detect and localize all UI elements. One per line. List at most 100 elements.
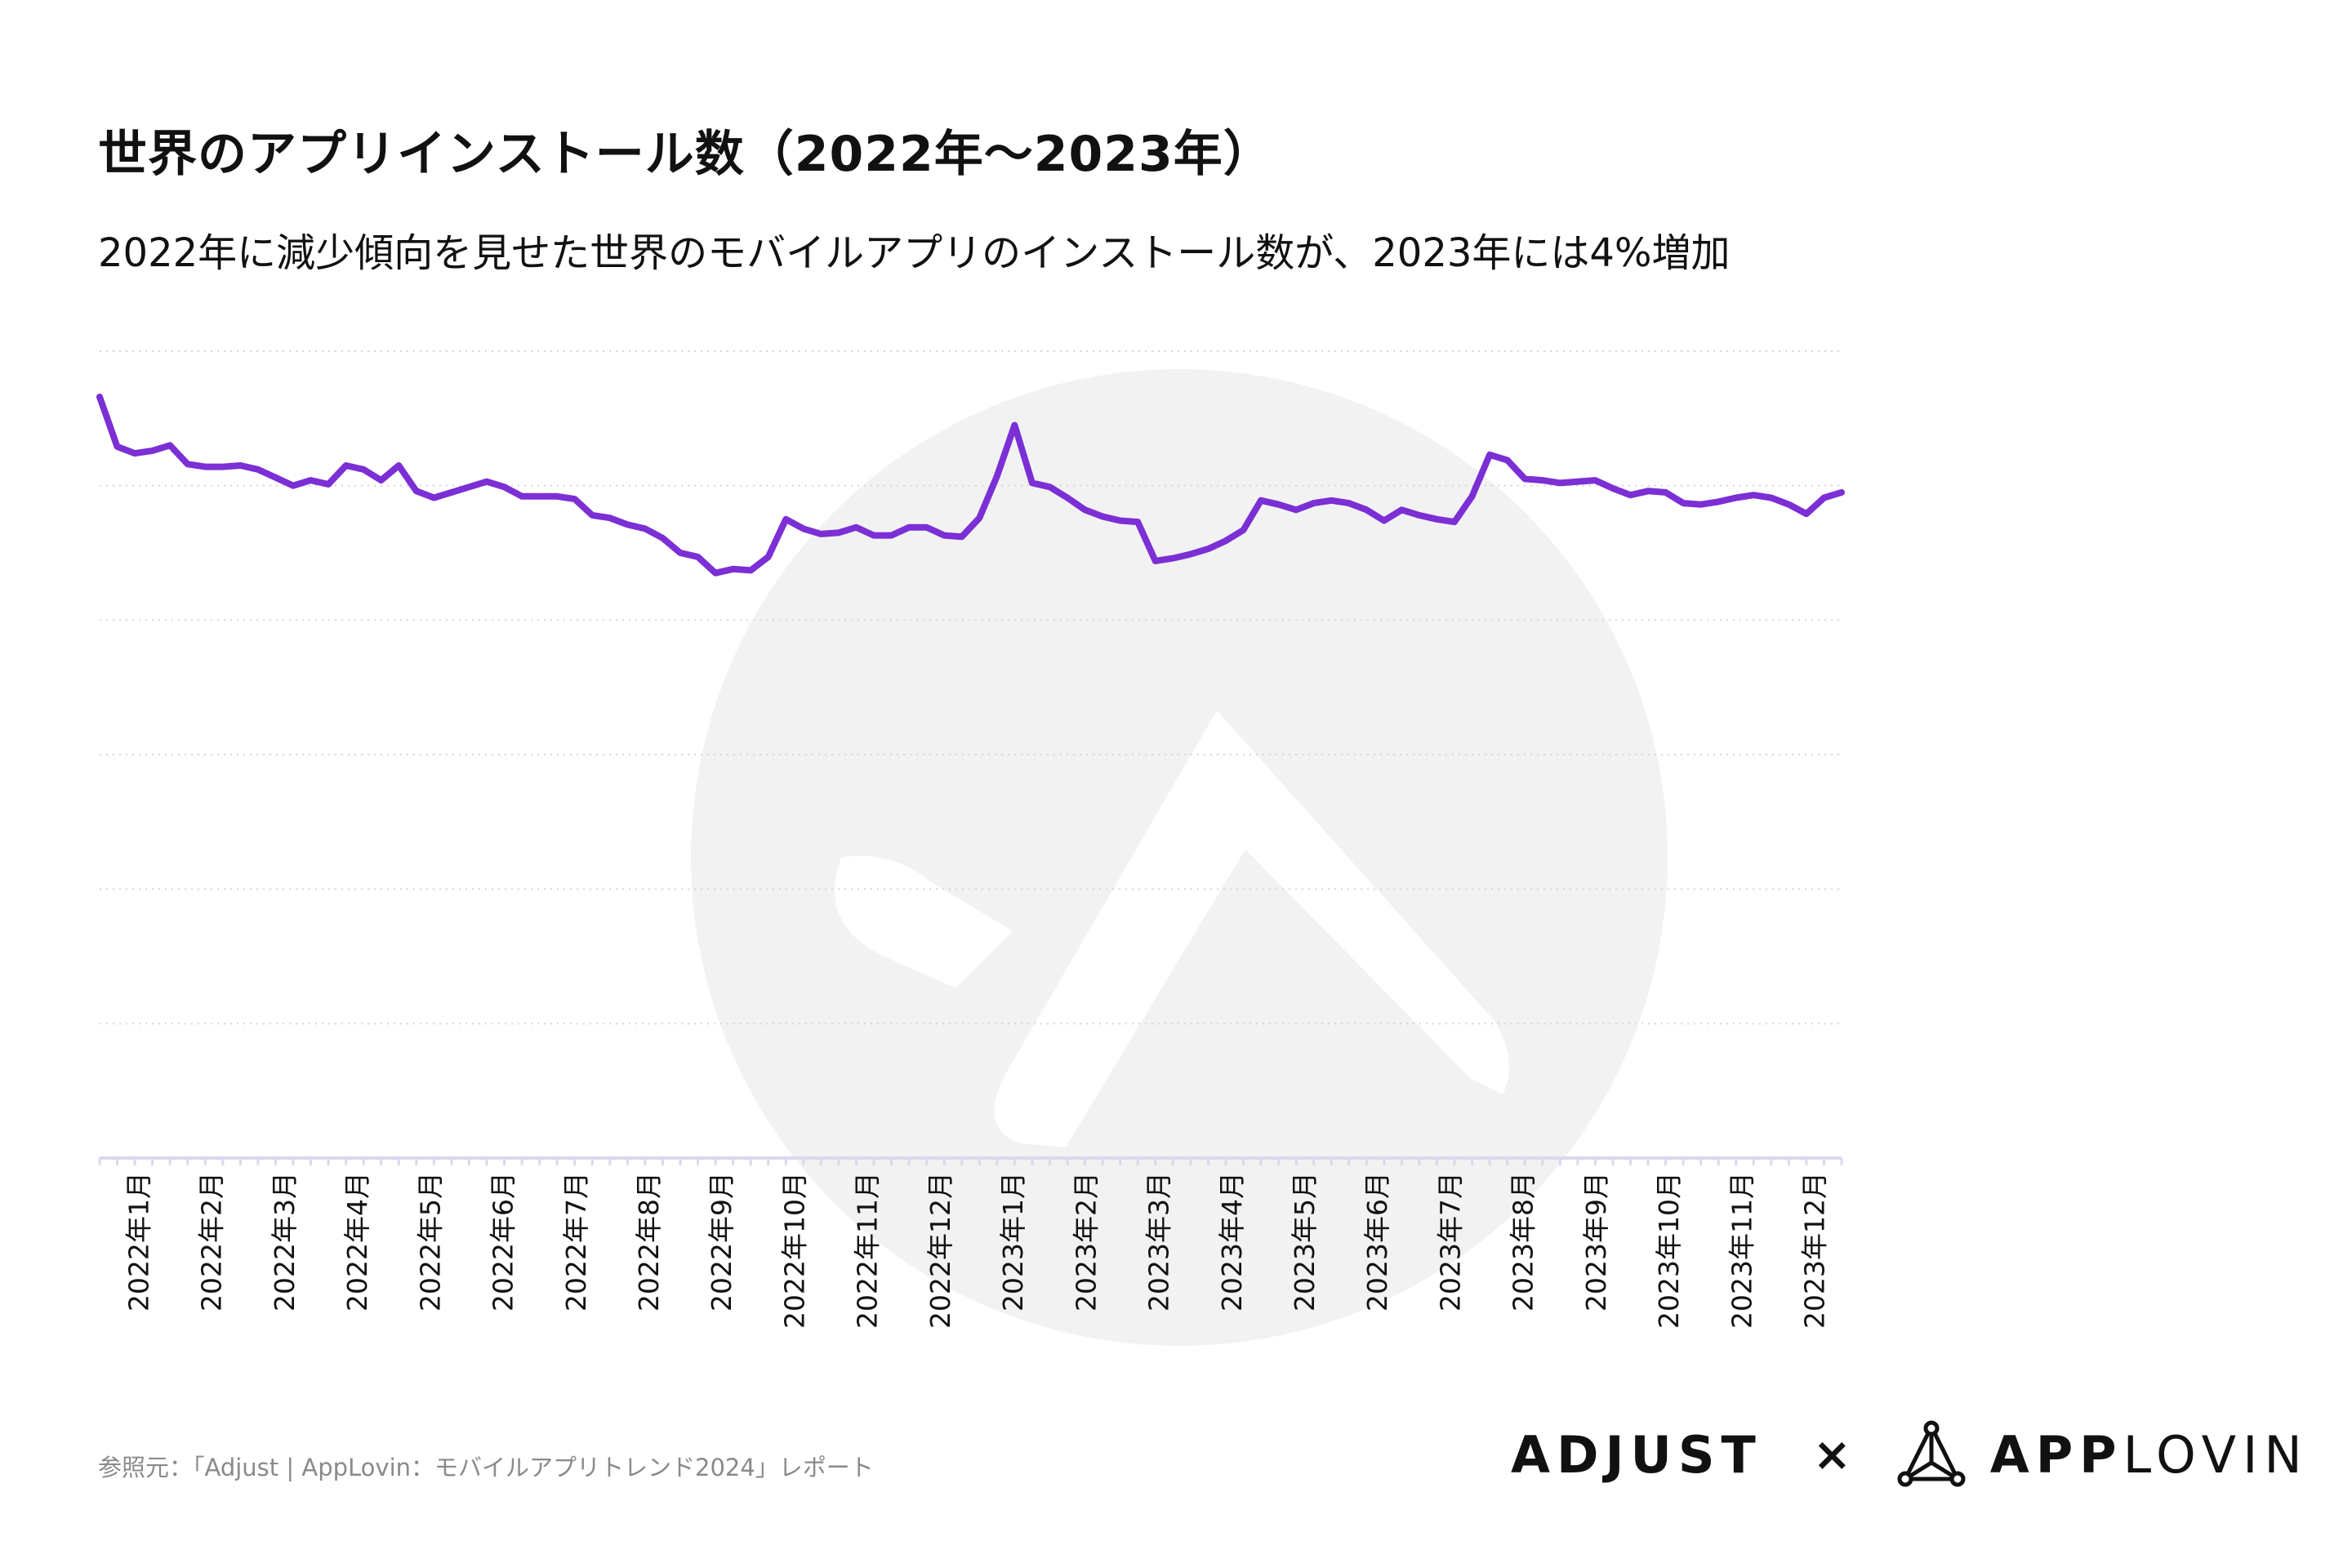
data-point bbox=[642, 526, 648, 532]
data-point bbox=[1311, 501, 1316, 506]
data-point bbox=[396, 462, 402, 468]
chart-title: 世界のアプリインストール数（2022年〜2023年） bbox=[98, 126, 1273, 183]
x-tick-label: 2022年6月 bbox=[488, 1172, 519, 1312]
series-group bbox=[96, 394, 1845, 577]
x-tick-label: 2022年7月 bbox=[560, 1172, 592, 1312]
data-point bbox=[590, 512, 595, 518]
data-point bbox=[1029, 480, 1035, 486]
data-point bbox=[818, 531, 824, 537]
data-point bbox=[1152, 558, 1158, 564]
data-point bbox=[1786, 501, 1792, 507]
data-point bbox=[730, 566, 736, 572]
data-point bbox=[1821, 495, 1827, 501]
data-point bbox=[1592, 478, 1598, 483]
data-point bbox=[149, 448, 155, 453]
data-point bbox=[1399, 507, 1405, 513]
x-tick-label: 2023年11月 bbox=[1726, 1172, 1757, 1329]
x-tick-label: 2022年8月 bbox=[633, 1172, 665, 1312]
data-point bbox=[1522, 476, 1528, 482]
data-point bbox=[1751, 492, 1757, 498]
data-point bbox=[1346, 501, 1352, 506]
data-point bbox=[1733, 495, 1739, 501]
data-point bbox=[871, 532, 876, 538]
data-point bbox=[1082, 507, 1088, 513]
x-axis bbox=[98, 1156, 1843, 1165]
data-point bbox=[97, 394, 102, 399]
data-point bbox=[625, 522, 630, 528]
x-tick-label: 2023年6月 bbox=[1361, 1172, 1393, 1312]
data-point bbox=[942, 532, 947, 538]
data-point bbox=[326, 482, 332, 488]
data-point bbox=[291, 483, 296, 488]
applovin-logo-bold: APP bbox=[1989, 1424, 2123, 1485]
data-point bbox=[501, 484, 507, 490]
x-tick-label: 2022年3月 bbox=[269, 1172, 301, 1312]
x-tick-labels: 2022年1月 2022年2月 2022年3月 2022年4月 2022年5月 2022年… bbox=[123, 1172, 1831, 1329]
applovin-triangle-icon bbox=[1897, 1420, 1966, 1487]
source-note: 参照元：「Adjust | AppLovin：モバイルアプリトレンド2024」レ… bbox=[98, 1454, 874, 1481]
data-point bbox=[1135, 519, 1141, 525]
data-point bbox=[1329, 497, 1334, 503]
data-point bbox=[1205, 546, 1211, 552]
data-point bbox=[466, 484, 472, 490]
x-tick-label: 2022年9月 bbox=[706, 1172, 737, 1312]
x-tick-label: 2022年12月 bbox=[924, 1172, 956, 1329]
x-tick-label: 2023年8月 bbox=[1508, 1172, 1539, 1312]
data-point bbox=[220, 464, 225, 470]
data-point bbox=[1681, 501, 1686, 506]
x-tick-label: 2022年11月 bbox=[852, 1172, 884, 1329]
applovin-logo: APPLOVIN bbox=[1990, 1425, 2309, 1485]
data-point bbox=[765, 554, 771, 559]
data-point bbox=[308, 478, 314, 483]
x-tick-label: 2023年4月 bbox=[1216, 1172, 1248, 1312]
data-point bbox=[1187, 551, 1193, 557]
data-point bbox=[713, 570, 719, 576]
data-point bbox=[255, 466, 261, 472]
x-tick-label: 2023年3月 bbox=[1143, 1172, 1175, 1312]
data-point bbox=[1487, 452, 1493, 457]
data-point bbox=[273, 474, 278, 480]
x-tick-label: 2023年1月 bbox=[997, 1172, 1029, 1312]
data-point bbox=[1504, 457, 1510, 463]
x-tick-label: 2023年10月 bbox=[1653, 1172, 1685, 1329]
data-point bbox=[185, 461, 190, 467]
data-point bbox=[343, 462, 349, 468]
watermark-arrow-icon bbox=[994, 710, 1509, 1147]
data-point bbox=[1539, 478, 1545, 483]
data-point bbox=[994, 474, 1000, 479]
x-tick-label: 2022年4月 bbox=[341, 1172, 373, 1312]
data-point bbox=[1065, 495, 1070, 501]
data-point bbox=[448, 489, 454, 495]
data-point bbox=[1258, 497, 1263, 503]
data-point bbox=[678, 550, 683, 555]
data-point bbox=[1381, 518, 1387, 523]
data-point bbox=[167, 443, 173, 448]
x-tick-label: 2023年9月 bbox=[1580, 1172, 1612, 1312]
data-point bbox=[537, 493, 542, 499]
data-point bbox=[1452, 519, 1457, 525]
data-point bbox=[853, 524, 859, 530]
data-point bbox=[413, 488, 419, 494]
data-point bbox=[203, 464, 208, 470]
data-point bbox=[431, 495, 437, 501]
data-point bbox=[1803, 511, 1809, 517]
gridlines bbox=[100, 350, 1842, 1025]
data-point bbox=[660, 535, 666, 541]
data-point bbox=[1698, 501, 1704, 507]
data-point bbox=[1117, 518, 1123, 523]
data-point bbox=[835, 530, 841, 536]
data-point bbox=[1663, 489, 1668, 495]
data-point bbox=[800, 526, 806, 532]
x-tick-label: 2023年12月 bbox=[1799, 1172, 1831, 1329]
chart-subtitle: 2022年に減少傾向を見せた世界のモバイルアプリのインストール数が、2023年に… bbox=[98, 230, 1731, 276]
x-tick-label: 2023年2月 bbox=[1070, 1172, 1102, 1312]
data-point bbox=[1241, 528, 1246, 533]
data-point bbox=[783, 516, 789, 522]
applovin-logo-light: LOVIN bbox=[2123, 1424, 2309, 1485]
data-point bbox=[1575, 479, 1580, 484]
data-point bbox=[1416, 512, 1422, 518]
data-point bbox=[607, 515, 612, 521]
series-line bbox=[96, 394, 1845, 577]
data-point bbox=[1469, 493, 1475, 499]
